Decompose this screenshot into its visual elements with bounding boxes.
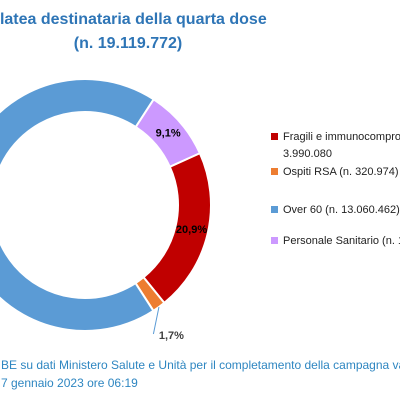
legend-label: 3.990.080 xyxy=(283,148,332,160)
data-label: 1,7% xyxy=(159,330,184,342)
legend-swatch xyxy=(271,168,278,175)
chart-title: Platea destinataria della quarta dose xyxy=(0,11,267,28)
data-label: 9,1% xyxy=(156,128,181,140)
footer-text: 7 gennaio 2023 ore 06:19 xyxy=(1,376,138,390)
legend-swatch xyxy=(271,237,278,244)
leader-line xyxy=(152,306,160,335)
legend-label: Ospiti RSA (n. 320.974) xyxy=(283,166,399,178)
legend-label: Fragili e immunocompro xyxy=(283,131,400,143)
donut-segment xyxy=(0,78,156,332)
legend-swatch xyxy=(271,206,278,213)
legend-label: Over 60 (n. 13.060.462) xyxy=(283,204,400,216)
footer-text: BE su dati Ministero Salute e Unità per … xyxy=(1,358,400,372)
legend-swatch xyxy=(271,133,278,140)
data-label: 20,9% xyxy=(176,224,207,236)
legend-label: Personale Sanitario (n. 1 xyxy=(283,235,400,247)
chart-subtitle: (n. 19.119.772) xyxy=(74,35,183,52)
